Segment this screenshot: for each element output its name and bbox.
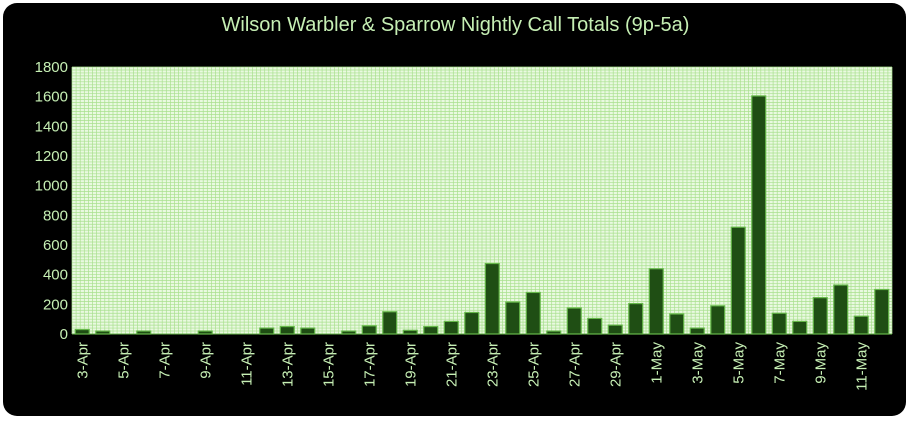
chart-title: Wilson Warbler & Sparrow Nightly Call To… bbox=[221, 14, 690, 36]
bar-5-May bbox=[730, 226, 746, 335]
bar-18-Apr bbox=[382, 311, 398, 335]
x-tick-label: 9-May bbox=[812, 342, 829, 384]
bar-12-May bbox=[874, 288, 890, 335]
bar-10-May bbox=[833, 284, 849, 335]
x-tick-label: 17-Apr bbox=[361, 342, 378, 387]
bar-22-Apr bbox=[464, 311, 480, 335]
bar-2-May bbox=[669, 313, 685, 335]
x-tick-label: 25-Apr bbox=[525, 342, 542, 387]
y-tick-label: 1400 bbox=[35, 118, 68, 135]
bar-21-Apr bbox=[443, 320, 459, 335]
bar-6-May bbox=[751, 95, 767, 335]
x-tick-label: 5-Apr bbox=[115, 342, 132, 379]
y-tick-label: 400 bbox=[43, 267, 68, 284]
x-tick-label: 11-Apr bbox=[238, 342, 255, 386]
x-tick-label: 7-May bbox=[771, 342, 788, 384]
bar-25-Apr bbox=[525, 291, 541, 335]
bar-12-Apr bbox=[259, 327, 275, 335]
x-tick-label: 23-Apr bbox=[484, 342, 501, 387]
bar-8-May bbox=[792, 320, 808, 335]
x-tick-label: 29-Apr bbox=[607, 342, 624, 387]
bar-14-Apr bbox=[300, 327, 316, 335]
x-tick-label: 15-Apr bbox=[320, 342, 337, 387]
y-tick-label: 1800 bbox=[35, 59, 68, 76]
y-tick-label: 1000 bbox=[35, 178, 68, 195]
x-tick-label: 1-May bbox=[648, 342, 665, 384]
x-tick-label: 5-May bbox=[730, 342, 747, 384]
y-tick-label: 0 bbox=[60, 326, 68, 343]
y-tick-label: 200 bbox=[43, 296, 68, 313]
x-tick-label: 7-Apr bbox=[156, 342, 173, 379]
bar-28-Apr bbox=[587, 317, 603, 335]
x-tick-label: 27-Apr bbox=[566, 342, 583, 387]
bar-27-Apr bbox=[566, 307, 582, 335]
bar-3-May bbox=[689, 327, 705, 335]
bar-1-May bbox=[648, 268, 664, 335]
x-tick-label: 9-Apr bbox=[197, 342, 214, 379]
bar-3-Apr bbox=[74, 328, 90, 335]
bar-29-Apr bbox=[607, 324, 623, 335]
bar-19-Apr bbox=[402, 329, 418, 335]
bar-4-May bbox=[710, 305, 726, 335]
bar-11-May bbox=[853, 315, 869, 335]
x-tick-label: 11-May bbox=[853, 342, 870, 391]
y-tick-label: 1600 bbox=[35, 89, 68, 106]
x-tick-label: 3-May bbox=[689, 342, 706, 384]
bar-13-Apr bbox=[279, 325, 295, 335]
bar-30-Apr bbox=[628, 302, 644, 335]
bar-7-May bbox=[771, 312, 787, 335]
bar-20-Apr bbox=[423, 325, 439, 335]
y-tick-label: 600 bbox=[43, 237, 68, 254]
bar-24-Apr bbox=[505, 301, 521, 335]
x-tick-label: 21-Apr bbox=[443, 342, 460, 387]
bar-9-May bbox=[812, 297, 828, 335]
y-tick-label: 1200 bbox=[35, 148, 68, 165]
x-tick-label: 13-Apr bbox=[279, 342, 296, 387]
x-tick-label: 3-Apr bbox=[74, 342, 91, 379]
y-tick-label: 800 bbox=[43, 207, 68, 224]
x-tick-label: 19-Apr bbox=[402, 342, 419, 387]
bar-17-Apr bbox=[361, 325, 377, 335]
bar-23-Apr bbox=[484, 262, 500, 335]
